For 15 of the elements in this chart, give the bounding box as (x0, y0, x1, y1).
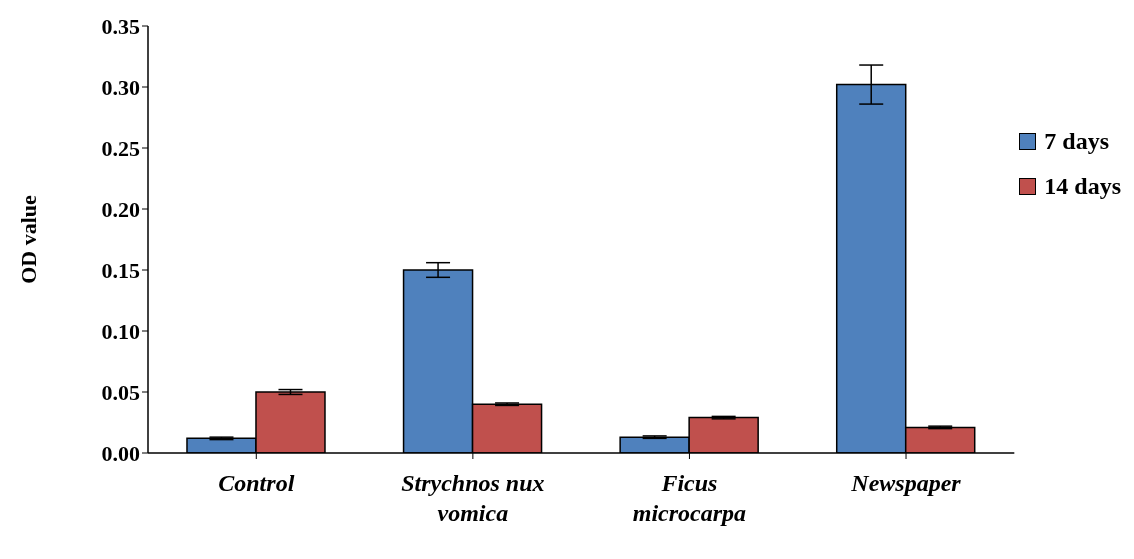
x-tick-label: Ficus microcarpa (632, 470, 747, 526)
x-tick-label: Newspaper (850, 470, 962, 496)
legend-label: 7 days (1044, 128, 1109, 155)
y-tick-label: 0.25 (101, 135, 140, 161)
x-tick-label: Strychnos nux vomica (401, 470, 545, 526)
y-tick-label: 0.00 (101, 440, 140, 466)
y-tick-label: 0.20 (101, 196, 140, 222)
legend-label: 14 days (1044, 173, 1121, 200)
y-tick-label: 0.15 (101, 257, 140, 283)
x-tick-label: Control (218, 470, 295, 496)
y-axis-title: OD value (15, 194, 41, 284)
y-tick-label: 0.05 (101, 379, 140, 405)
y-tick-label: 0.10 (101, 318, 140, 344)
y-tick-label: 0.30 (101, 74, 140, 100)
y-tick-label: 0.35 (101, 13, 140, 39)
